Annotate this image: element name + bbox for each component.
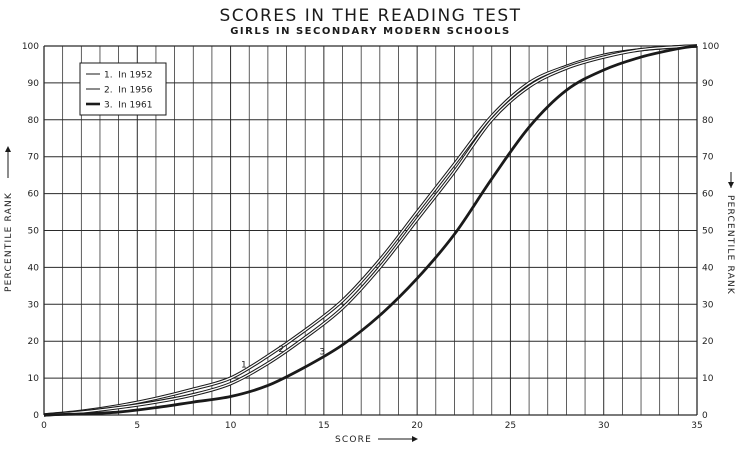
y-tick-label-left: 10: [28, 374, 40, 384]
legend: 1. In 1952 2. In 1956 3. In 1961: [79, 62, 167, 116]
series-line-2: [43, 44, 698, 417]
y-tick-label-right: 80: [702, 116, 714, 126]
series-line-inner: [43, 45, 698, 416]
series-number-labels: 1 2 3: [241, 345, 325, 370]
y-tick-label-right: 60: [702, 190, 714, 200]
y-tick-label-right: 30: [702, 300, 714, 310]
y-tick-label-right: 70: [702, 153, 714, 163]
y-tick-label-left: 0: [33, 411, 39, 421]
x-tick-labels: 0 5 10 15 20 25 30 35: [41, 421, 703, 431]
series-line-3: [43, 44, 698, 417]
series-number-label: 2: [278, 345, 284, 355]
y-tick-label-left: 100: [22, 42, 39, 52]
series-lines: [43, 44, 698, 417]
x-tick-label: 20: [411, 421, 423, 431]
series-line-1: [43, 44, 698, 417]
y-tick-label-left: 20: [28, 337, 40, 347]
y-tick-label-right: 10: [702, 374, 714, 384]
y-tick-label-right: 40: [702, 263, 714, 273]
x-tick-label: 30: [598, 421, 610, 431]
x-tick-label: 35: [691, 421, 702, 431]
series-line-inner: [43, 45, 698, 416]
series-number-label: 1: [241, 361, 247, 371]
chart-subtitle: GIRLS IN SECONDARY MODERN SCHOOLS: [230, 26, 511, 37]
y-axis-label-right: PERCENTILE RANK: [725, 195, 735, 295]
arrow-up-icon: [5, 146, 11, 178]
series-number-label: 3: [319, 347, 325, 357]
x-tick-label: 0: [41, 421, 47, 431]
y-tick-labels-right: 0 10 20 30 40 50 60 70 80 90 100: [702, 42, 719, 421]
chart-title: SCORES IN THE READING TEST: [219, 6, 522, 26]
x-axis-label: SCORE: [335, 435, 372, 445]
y-tick-label-right: 20: [702, 337, 714, 347]
series-line-stroke: [43, 44, 698, 417]
y-tick-labels-left: 0 10 20 30 40 50 60 70 80 90 100: [22, 42, 39, 421]
y-tick-label-left: 50: [28, 227, 40, 237]
y-tick-label-right: 100: [702, 42, 719, 52]
x-tick-label: 25: [505, 421, 516, 431]
legend-label-1961: 3. In 1961: [104, 101, 152, 111]
arrow-right-icon: [378, 436, 418, 442]
y-tick-label-left: 60: [28, 190, 40, 200]
y-tick-label-right: 50: [702, 227, 714, 237]
legend-label-1956: 2. In 1956: [104, 86, 153, 96]
y-tick-label-right: 0: [702, 411, 708, 421]
y-tick-label-left: 30: [28, 300, 40, 310]
y-tick-label-left: 80: [28, 116, 40, 126]
legend-label-1952: 1. In 1952: [104, 71, 152, 81]
y-tick-label-left: 90: [28, 79, 40, 89]
y-tick-label-left: 70: [28, 153, 40, 163]
y-tick-label-right: 90: [702, 79, 714, 89]
x-tick-label: 15: [318, 421, 329, 431]
x-tick-label: 10: [225, 421, 237, 431]
y-tick-label-left: 40: [28, 263, 40, 273]
x-tick-label: 5: [134, 421, 140, 431]
arrow-down-icon: [728, 172, 734, 188]
y-axis-label-left: PERCENTILE RANK: [4, 192, 14, 292]
